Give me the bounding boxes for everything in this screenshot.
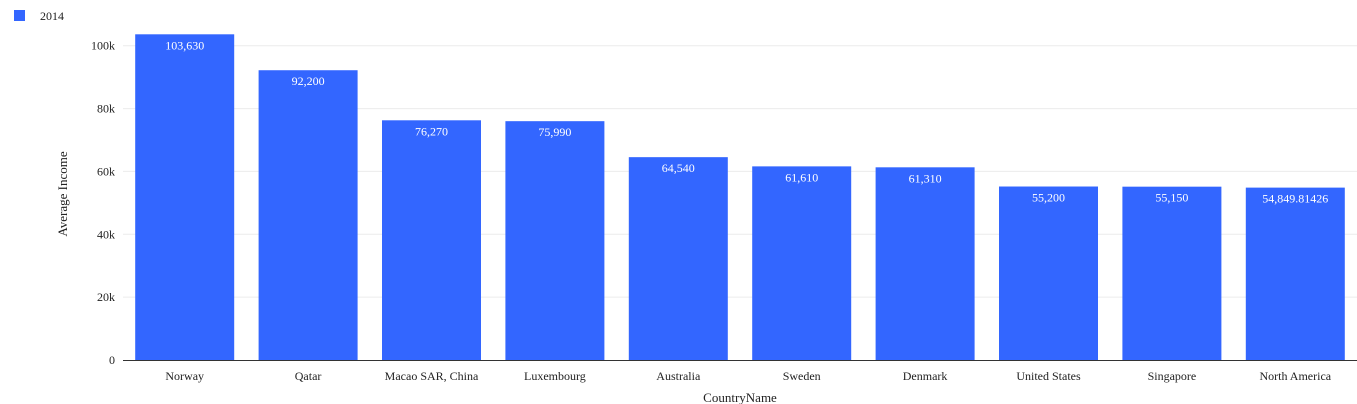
- bar[interactable]: [1245, 187, 1345, 360]
- bar-value-label: 64,540: [662, 161, 695, 175]
- bar-value-label: 61,310: [909, 171, 942, 185]
- y-tick-label: 40k: [97, 227, 115, 241]
- bar-value-label: 61,610: [785, 170, 818, 184]
- y-tick-label: 20k: [97, 290, 115, 304]
- bar-value-label: 55,200: [1032, 191, 1065, 205]
- bar[interactable]: [258, 70, 358, 360]
- x-tick-label: Singapore: [1148, 369, 1197, 383]
- y-tick-label: 100k: [91, 39, 115, 53]
- bar[interactable]: [505, 121, 605, 360]
- bar-value-label: 54,849.81426: [1262, 192, 1328, 206]
- x-axis-ticks: Norway Qatar Macao SAR, China Luxembourg Aus…: [165, 369, 1331, 383]
- y-axis-title: Average Income: [55, 151, 70, 237]
- bar-value-label: 92,200: [292, 74, 325, 88]
- bar[interactable]: [382, 120, 481, 361]
- x-tick-label: Macao SAR, China: [385, 369, 479, 383]
- x-tick-label: Norway: [165, 369, 204, 383]
- bar[interactable]: [999, 186, 1098, 360]
- x-tick-label: North America: [1259, 369, 1331, 383]
- legend[interactable]: 2014: [14, 9, 64, 23]
- y-tick-label: 60k: [97, 164, 115, 178]
- x-tick-label: United States: [1016, 369, 1081, 383]
- x-tick-label: Luxembourg: [524, 369, 586, 383]
- bar-value-label: 75,990: [538, 125, 571, 139]
- x-tick-label: Australia: [656, 369, 701, 383]
- bar-value-label: 55,150: [1155, 191, 1188, 205]
- bar-value-label: 103,630: [165, 38, 204, 52]
- x-tick-label: Qatar: [295, 369, 322, 383]
- bar[interactable]: [628, 157, 728, 360]
- y-tick-label: 0: [109, 353, 115, 367]
- bar[interactable]: [1122, 186, 1222, 360]
- y-axis-ticks: 0 20k 40k 60k 80k 100k: [91, 39, 115, 367]
- legend-swatch: [14, 10, 25, 21]
- bar[interactable]: [875, 167, 975, 360]
- legend-label: 2014: [40, 9, 64, 23]
- x-tick-label: Denmark: [903, 369, 948, 383]
- bars: [135, 34, 1345, 361]
- bar[interactable]: [135, 34, 235, 360]
- bar[interactable]: [752, 166, 852, 360]
- x-tick-label: Sweden: [783, 369, 821, 383]
- bar-value-labels: 103,630 92,200 76,270 75,990 64,540 61,610 61,…: [165, 38, 1328, 205]
- x-axis-title: CountryName: [703, 390, 777, 404]
- bar-value-label: 76,270: [415, 124, 448, 138]
- y-tick-label: 80k: [97, 102, 115, 116]
